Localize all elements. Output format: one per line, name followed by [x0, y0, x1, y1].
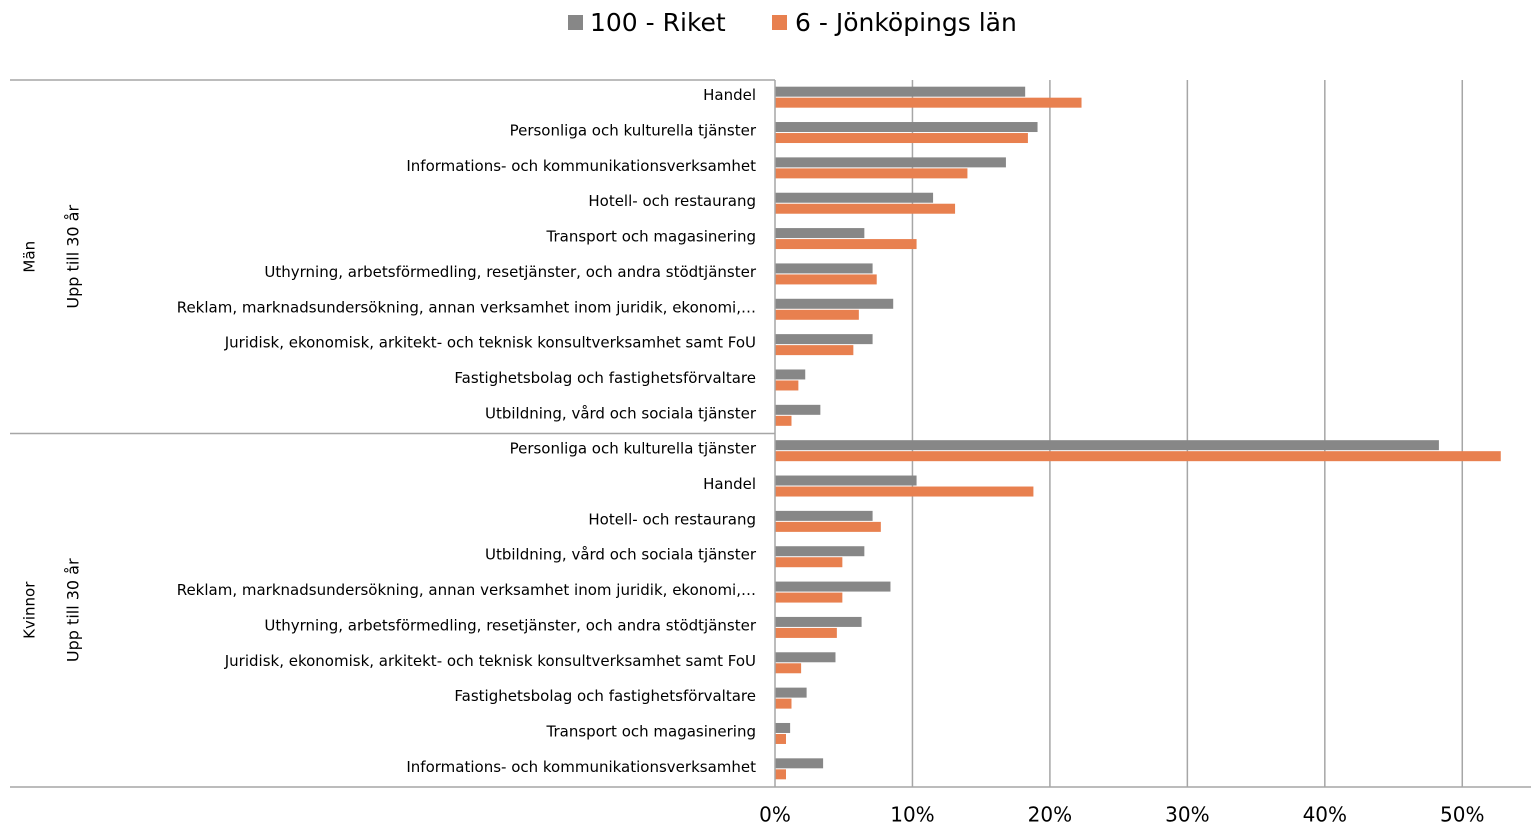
legend-swatch	[568, 15, 583, 30]
category-label: Fastighetsbolag och fastighetsförvaltare	[454, 369, 756, 387]
category-label: Informations- och kommunikationsverksamh…	[406, 758, 756, 776]
bar	[775, 345, 854, 356]
category-label: Utbildning, vård och sociala tjänster	[485, 404, 757, 422]
bar	[775, 203, 956, 214]
bar	[775, 168, 968, 179]
category-label: Utbildning, vård och sociala tjänster	[485, 546, 757, 564]
category-label: Reklam, marknadsundersökning, annan verk…	[177, 298, 756, 316]
x-tick-label: 20%	[1028, 803, 1072, 827]
bar	[775, 369, 806, 380]
category-label: Uthyrning, arbetsförmedling, resetjänste…	[264, 616, 756, 634]
bar	[775, 97, 1082, 108]
bar	[775, 557, 843, 568]
bar	[775, 475, 917, 486]
bar	[775, 239, 917, 250]
bar	[775, 157, 1006, 168]
category-label: Hotell- och restaurang	[588, 192, 756, 210]
bar	[775, 486, 1034, 497]
bar	[775, 687, 807, 698]
category-label: Fastighetsbolag och fastighetsförvaltare	[454, 687, 756, 705]
category-label: Informations- och kommunikationsverksamh…	[406, 157, 756, 175]
bar	[775, 581, 891, 592]
category-label: Reklam, marknadsundersökning, annan verk…	[177, 581, 756, 599]
bar	[775, 309, 859, 320]
bar	[775, 592, 843, 603]
bar	[775, 274, 877, 285]
category-label: Transport och magasinering	[546, 722, 756, 740]
bar	[775, 440, 1439, 451]
bar	[775, 546, 865, 557]
bar	[775, 122, 1038, 133]
bar	[775, 769, 786, 780]
bar	[775, 133, 1028, 144]
x-tick-label: 40%	[1303, 803, 1347, 827]
subgroup-label: Upp till 30 år	[64, 558, 83, 662]
bar	[775, 380, 799, 391]
bar	[775, 510, 873, 521]
group-label: Kvinnor	[21, 581, 39, 639]
legend-swatch	[772, 15, 787, 30]
category-label: Juridisk, ekonomisk, arkitekt- och tekni…	[224, 334, 756, 352]
bar	[775, 722, 791, 733]
bar	[775, 733, 786, 744]
bar	[775, 263, 873, 274]
bar	[775, 698, 792, 709]
x-tick-label: 30%	[1165, 803, 1209, 827]
bar	[775, 334, 873, 345]
bar	[775, 663, 802, 674]
category-label: Uthyrning, arbetsförmedling, resetjänste…	[264, 263, 756, 281]
bar	[775, 616, 862, 627]
bar	[775, 404, 821, 415]
x-tick-label: 50%	[1440, 803, 1484, 827]
bar	[775, 451, 1501, 462]
category-label: Handel	[703, 86, 756, 104]
bar	[775, 415, 792, 426]
category-label: Hotell- och restaurang	[588, 510, 756, 528]
bar	[775, 521, 881, 532]
group-label: Män	[21, 241, 39, 273]
x-tick-label: 0%	[759, 803, 791, 827]
category-label: Handel	[703, 475, 756, 493]
category-label: Transport och magasinering	[546, 228, 756, 246]
bar	[775, 627, 837, 638]
category-label: Personliga och kulturella tjänster	[510, 440, 757, 458]
legend-label: 6 - Jönköpings län	[795, 8, 1017, 37]
bar	[775, 86, 1026, 97]
category-label: Juridisk, ekonomisk, arkitekt- och tekni…	[224, 652, 756, 670]
category-label: Personliga och kulturella tjänster	[510, 122, 757, 140]
legend-label: 100 - Riket	[590, 8, 726, 37]
bar	[775, 298, 894, 309]
bar	[775, 228, 865, 239]
bar	[775, 758, 824, 769]
x-tick-label: 10%	[890, 803, 934, 827]
bar	[775, 192, 934, 203]
bar	[775, 652, 836, 663]
subgroup-label: Upp till 30 år	[64, 205, 83, 309]
